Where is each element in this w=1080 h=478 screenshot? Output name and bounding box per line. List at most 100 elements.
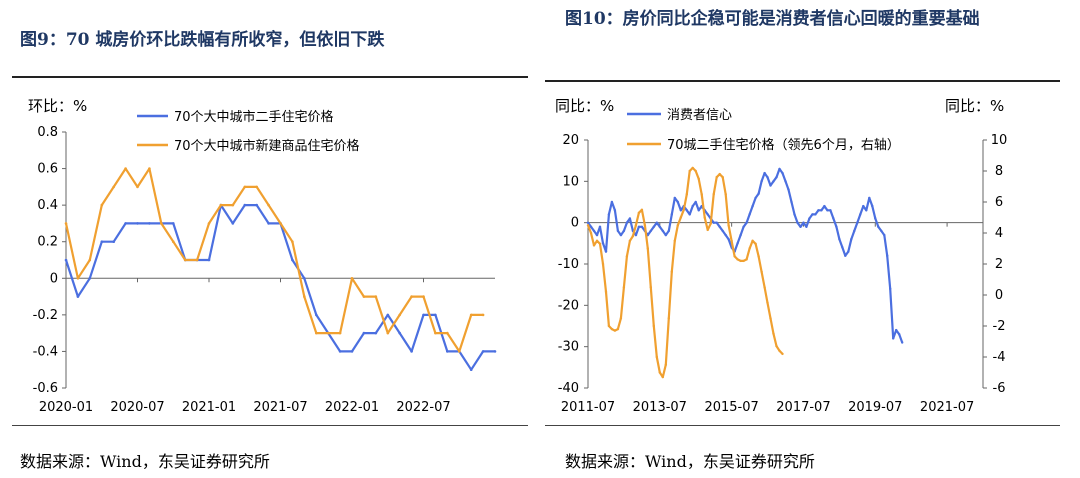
data-point: [88, 277, 92, 280]
data-point: [691, 204, 694, 208]
data-point: [604, 290, 608, 294]
chart-title: 图9：70 城房价环比跌幅有所收窄，但依旧下跌: [20, 30, 385, 50]
data-point: [655, 221, 658, 224]
bottom-divider: [12, 425, 528, 426]
data-point: [303, 277, 306, 280]
data-point: [706, 228, 709, 232]
data-point: [458, 350, 461, 353]
data-point: [748, 247, 751, 250]
source-note: 数据来源：Wind，东吴证券研究所: [565, 452, 815, 471]
data-point: [775, 176, 778, 179]
data-point: [760, 180, 763, 183]
data-point: [628, 239, 632, 242]
data-point: [326, 331, 330, 335]
data-point: [637, 211, 641, 214]
data-point: [469, 313, 473, 317]
data-point: [736, 242, 739, 245]
data-point: [374, 331, 378, 335]
data-point: [823, 204, 826, 208]
data-point: [88, 258, 92, 262]
data-point: [766, 176, 769, 179]
data-point: [604, 250, 608, 253]
data-point: [886, 254, 889, 257]
data-point: [622, 229, 626, 233]
series-line-1: [64, 204, 495, 371]
left-panel: 图9：70 城房价环比跌幅有所收窄，但依旧下跌 -0.6 -0.4 -0.2 0 0.2…: [0, 0, 530, 478]
data-point: [715, 221, 718, 224]
data-point: [598, 225, 602, 228]
data-point: [148, 167, 151, 170]
data-point: [829, 209, 832, 212]
data-point: [243, 185, 247, 189]
data-point: [643, 224, 647, 227]
data-point: [742, 259, 745, 263]
left-y-axis-label: 同比：%: [555, 97, 614, 115]
x-tick-label: 2022-07: [396, 400, 450, 415]
data-point: [787, 188, 790, 191]
right-y-tick-label: -2: [993, 319, 1006, 334]
data-point: [724, 233, 727, 237]
data-point: [592, 229, 596, 233]
left-y-tick-label: -40: [558, 381, 579, 396]
series-line-2: [586, 166, 784, 379]
left-y-tick-label: -20: [558, 298, 579, 313]
legend-label-2: 70个大中城市新建商品住宅价格: [174, 138, 360, 154]
data-point: [661, 229, 664, 233]
data-point: [148, 222, 151, 225]
data-point: [434, 313, 437, 317]
data-point: [652, 324, 655, 328]
right-y-tick-label: 0: [995, 288, 1003, 303]
x-tick-label: 2021-01: [182, 400, 236, 415]
x-tick-label: 2017-07: [776, 400, 830, 415]
data-point: [721, 176, 724, 179]
data-point: [446, 350, 449, 353]
legend-label-1: 70个大中城市二手住宅价格: [174, 109, 334, 125]
data-point: [838, 238, 841, 241]
data-point: [754, 242, 757, 245]
data-point: [172, 240, 175, 243]
chart-9-svg: -0.6 -0.4 -0.2 0 0.2 0.4 0.6 0.8 2020-01 2020-07 2…: [28, 97, 497, 415]
data-point: [856, 221, 859, 224]
data-point: [769, 184, 772, 187]
right-y-tick-label: 2: [995, 257, 1003, 272]
data-point: [763, 286, 766, 289]
data-point: [751, 239, 754, 242]
data-point: [694, 200, 697, 204]
data-point: [718, 172, 721, 176]
left-y-tick-label: -10: [558, 257, 579, 272]
data-point: [303, 295, 306, 298]
legend-label-1: 消费者信心: [667, 108, 732, 123]
data-point: [589, 231, 593, 235]
data-point: [874, 217, 877, 220]
y-tick-label: 0: [50, 271, 58, 286]
data-point: [64, 222, 68, 225]
data-point: [64, 258, 68, 262]
data-point: [434, 331, 437, 335]
data-point: [610, 200, 614, 204]
right-y-tick-label: -4: [993, 350, 1006, 365]
data-point: [607, 213, 611, 216]
data-point: [410, 295, 413, 298]
data-point: [865, 209, 868, 212]
data-point: [646, 247, 649, 250]
data-point: [601, 242, 605, 245]
data-point: [231, 203, 235, 207]
data-point: [469, 368, 473, 372]
title-divider: [12, 76, 528, 78]
x-tick-label: 2019-07: [848, 400, 902, 415]
data-point: [493, 350, 497, 353]
data-point: [670, 213, 673, 216]
data-point: [267, 222, 270, 225]
data-point: [877, 225, 880, 228]
data-point: [586, 221, 590, 224]
data-point: [640, 208, 644, 211]
data-point: [598, 242, 602, 245]
data-point: [850, 238, 853, 241]
data-point: [613, 209, 617, 212]
data-point: [754, 196, 757, 200]
data-point: [781, 171, 784, 175]
data-point: [422, 295, 425, 298]
left-y-tick-label: 0: [571, 216, 579, 231]
data-point: [76, 277, 80, 280]
data-point: [757, 192, 760, 195]
